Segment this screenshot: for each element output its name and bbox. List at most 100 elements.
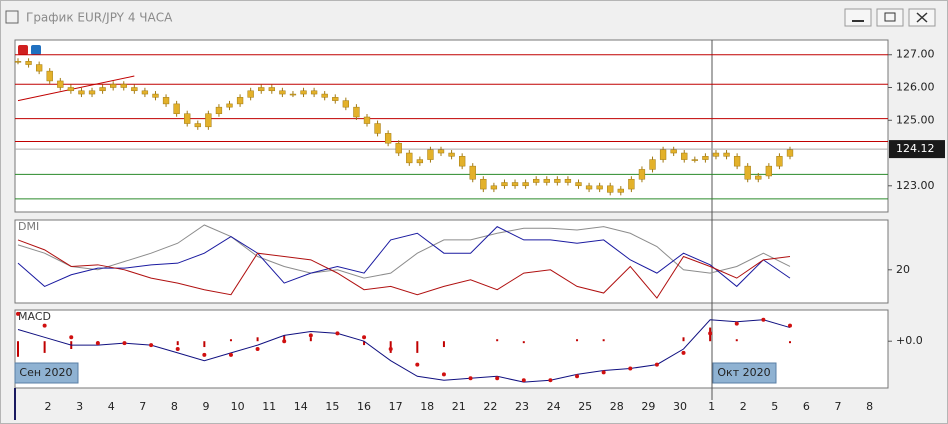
x-tick-label: 3 xyxy=(76,400,83,413)
candle xyxy=(46,70,53,82)
indicator-line xyxy=(17,239,791,299)
candle xyxy=(755,175,762,180)
x-tick-label: 21 xyxy=(452,400,466,413)
period-label-box xyxy=(712,362,777,384)
candle xyxy=(712,152,720,157)
signal-dot xyxy=(548,378,553,383)
candle xyxy=(88,90,96,95)
candle xyxy=(522,182,529,187)
x-tick-label: 4 xyxy=(108,400,115,413)
candle xyxy=(543,178,550,183)
x-tick-label: 16 xyxy=(357,400,371,413)
candle xyxy=(765,165,773,177)
candle xyxy=(649,159,656,170)
y-tick-label: 20 xyxy=(896,263,910,276)
candle xyxy=(596,185,603,190)
candle xyxy=(120,83,127,88)
candle xyxy=(501,182,508,187)
panel-title: DMI xyxy=(18,220,39,233)
x-tick-label: 25 xyxy=(578,400,592,413)
signal-dot xyxy=(362,335,367,340)
minimize-button[interactable] xyxy=(844,8,872,27)
candle xyxy=(300,90,307,95)
candle xyxy=(776,156,783,167)
signal-dot xyxy=(761,317,766,322)
candle xyxy=(162,97,170,105)
macd-panel xyxy=(14,309,889,389)
x-tick-label: 7 xyxy=(139,400,146,413)
period-label: Сен 2020 xyxy=(19,366,72,379)
indicator-icon[interactable] xyxy=(31,45,41,55)
candle xyxy=(99,87,106,92)
window-icon xyxy=(5,10,19,24)
candle xyxy=(490,185,498,190)
signal-dot xyxy=(69,335,74,340)
signal-dot xyxy=(122,341,127,346)
candle xyxy=(152,93,159,98)
x-tick-label: 15 xyxy=(325,400,339,413)
candle xyxy=(691,159,698,161)
signal-dot xyxy=(228,352,233,357)
candle xyxy=(469,165,476,180)
period-label: Окт 2020 xyxy=(717,366,770,379)
signal-dot xyxy=(16,311,20,316)
signal-dot xyxy=(175,347,180,351)
candle xyxy=(289,93,297,96)
signal-dot xyxy=(734,321,739,326)
candle xyxy=(67,87,75,92)
candle xyxy=(268,87,275,92)
candle xyxy=(321,93,328,98)
candle xyxy=(564,178,572,183)
candle xyxy=(131,87,138,92)
signal-dot xyxy=(441,372,446,377)
candle xyxy=(78,90,85,95)
y-tick-label: 125.00 xyxy=(896,113,935,126)
period-label-box xyxy=(14,362,79,384)
candle xyxy=(363,116,371,124)
candle xyxy=(416,159,424,164)
window-buttons[interactable] xyxy=(844,8,936,27)
candle xyxy=(575,182,582,187)
candle xyxy=(786,149,794,157)
candle xyxy=(533,178,540,183)
candle xyxy=(554,178,561,183)
x-tick-label: 18 xyxy=(420,400,434,413)
candle xyxy=(395,142,402,154)
candle xyxy=(236,97,244,105)
candle xyxy=(511,182,519,187)
candle xyxy=(702,156,709,160)
candle xyxy=(258,87,265,92)
candle xyxy=(659,149,667,160)
candle xyxy=(215,106,223,114)
x-tick-label: 5 xyxy=(771,400,778,413)
signal-dot xyxy=(95,341,100,346)
candle xyxy=(342,100,349,108)
close-icon xyxy=(916,12,928,23)
candle xyxy=(247,90,254,98)
candle xyxy=(617,188,624,193)
candle xyxy=(459,156,466,167)
y-tick-label: +0.0 xyxy=(896,334,923,347)
candle xyxy=(35,64,43,72)
x-tick-label: 24 xyxy=(547,400,561,413)
candle xyxy=(480,178,487,190)
signal-dot xyxy=(575,374,580,379)
signal-dot xyxy=(708,331,713,336)
indicator-icon[interactable] xyxy=(18,45,28,55)
candle xyxy=(607,185,614,193)
x-tick-label: 9 xyxy=(203,400,210,413)
candle xyxy=(14,61,22,63)
x-tick-label: 11 xyxy=(262,400,276,413)
trendline xyxy=(17,75,135,102)
signal-dot xyxy=(202,352,207,357)
x-tick-label: 2 xyxy=(740,400,747,413)
candle xyxy=(205,113,212,128)
restore-button[interactable] xyxy=(876,8,904,27)
signal-dot xyxy=(335,331,340,336)
signal-dot xyxy=(308,333,313,338)
signal-dot xyxy=(468,376,473,381)
candle xyxy=(141,90,149,95)
indicator-line xyxy=(17,226,791,288)
candle xyxy=(744,165,751,180)
